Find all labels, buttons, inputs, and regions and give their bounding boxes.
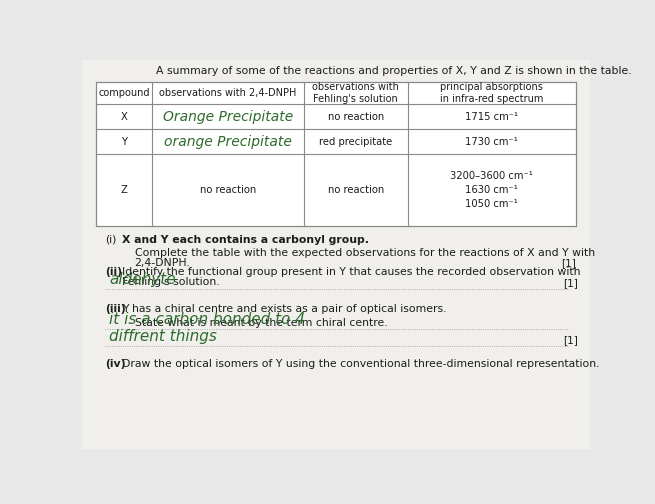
Text: 1715 cm⁻¹: 1715 cm⁻¹ <box>465 112 518 121</box>
Text: (iii): (iii) <box>105 304 126 314</box>
Text: [1]: [1] <box>563 335 578 345</box>
Text: compound: compound <box>98 88 150 98</box>
Text: it is a carbon bonded to 4: it is a carbon bonded to 4 <box>109 312 305 327</box>
Text: 1730 cm⁻¹: 1730 cm⁻¹ <box>466 137 518 147</box>
Text: A summary of some of the reactions and properties of X, Y and Z is shown in the : A summary of some of the reactions and p… <box>155 66 631 76</box>
FancyBboxPatch shape <box>96 82 576 226</box>
Text: no reaction: no reaction <box>328 112 384 121</box>
Text: [1]: [1] <box>563 278 578 288</box>
Text: 2,4-DNPH.: 2,4-DNPH. <box>134 259 191 268</box>
Text: no reaction: no reaction <box>200 185 256 195</box>
Text: orange Precipitate: orange Precipitate <box>164 135 292 149</box>
Text: Fehling's solution.: Fehling's solution. <box>122 277 220 287</box>
Text: X and Y each contains a carbonyl group.: X and Y each contains a carbonyl group. <box>122 234 369 244</box>
Text: State what is meant by the term chiral centre.: State what is meant by the term chiral c… <box>134 318 387 328</box>
Text: diffrent things: diffrent things <box>109 329 217 344</box>
Text: Z: Z <box>121 185 128 195</box>
Text: no reaction: no reaction <box>328 185 384 195</box>
Text: [1]: [1] <box>561 259 576 268</box>
Text: 3200–3600 cm⁻¹
1630 cm⁻¹
1050 cm⁻¹: 3200–3600 cm⁻¹ 1630 cm⁻¹ 1050 cm⁻¹ <box>451 171 533 209</box>
Text: Y has a chiral centre and exists as a pair of optical isomers.: Y has a chiral centre and exists as a pa… <box>122 304 447 314</box>
Text: (ii): (ii) <box>105 267 122 277</box>
Text: observations with
Fehling's solution: observations with Fehling's solution <box>312 82 400 104</box>
Text: observations with 2,4-DNPH: observations with 2,4-DNPH <box>159 88 297 98</box>
Text: aldehyte: aldehyte <box>109 272 176 287</box>
Text: Orange Precipitate: Orange Precipitate <box>163 110 293 123</box>
Text: (i): (i) <box>105 234 117 244</box>
Text: Complete the table with the expected observations for the reactions of X and Y w: Complete the table with the expected obs… <box>134 247 595 258</box>
Text: principal absorptions
in infra-red spectrum: principal absorptions in infra-red spect… <box>440 82 544 104</box>
Text: Identify the functional group present in Y that causes the recorded observation : Identify the functional group present in… <box>122 267 581 277</box>
Text: (iv): (iv) <box>105 359 126 369</box>
Text: X: X <box>121 112 128 121</box>
Text: Draw the optical isomers of Y using the conventional three-dimensional represent: Draw the optical isomers of Y using the … <box>122 359 600 369</box>
Text: Y: Y <box>121 137 127 147</box>
FancyBboxPatch shape <box>82 60 590 449</box>
Text: red precipitate: red precipitate <box>319 137 392 147</box>
